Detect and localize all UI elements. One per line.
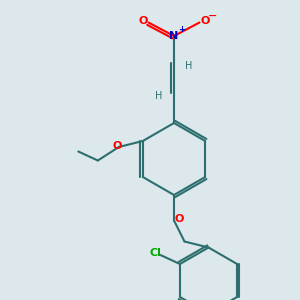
Text: H: H <box>185 61 193 71</box>
Text: H: H <box>155 91 163 101</box>
Text: N: N <box>169 31 178 41</box>
Text: +: + <box>178 26 185 34</box>
Text: O: O <box>112 140 122 151</box>
Text: O: O <box>138 16 148 26</box>
Text: Cl: Cl <box>150 248 162 259</box>
Text: −: − <box>208 11 218 21</box>
Text: O: O <box>175 214 184 224</box>
Text: O: O <box>200 16 210 26</box>
